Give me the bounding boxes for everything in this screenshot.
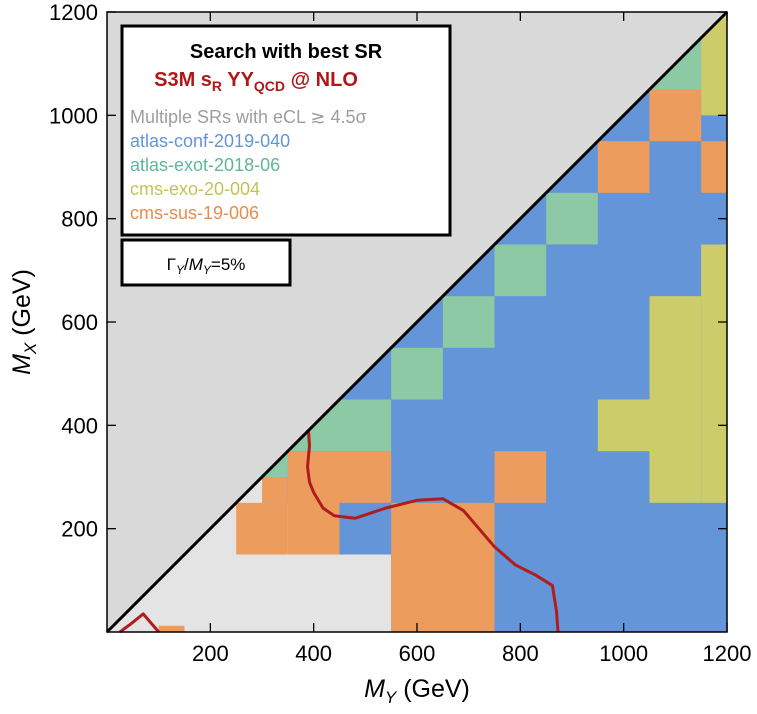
x-axis-title: MY (GeV): [364, 675, 470, 707]
axes: 200 400 600 800 1000 1200 200 400 600 800 1000 1200…: [8, 0, 751, 707]
x-tick-label: 1000: [599, 641, 648, 666]
cell-S-20: [701, 141, 727, 193]
cell-E-8: [339, 399, 392, 452]
legend-title: Search with best SR: [190, 41, 383, 63]
cell-S-1: [236, 502, 288, 555]
legend-entry-E: atlas-exot-2018-06: [130, 155, 280, 175]
width-label: ΓY/MY=5%: [167, 255, 246, 277]
x-tick-label: 1200: [703, 641, 752, 666]
y-tick-label: 1200: [49, 0, 98, 25]
cell-C-22: [649, 296, 702, 503]
x-tick-label: 600: [399, 641, 436, 666]
exclusion-contour-corner: [119, 612, 160, 634]
y-tick-label: 1000: [49, 103, 98, 128]
x-tick-label: 400: [295, 641, 332, 666]
legend-box: [120, 24, 452, 237]
x-tick-label: 200: [192, 641, 229, 666]
cell-E-14: [546, 192, 598, 245]
legend: Search with best SR S3M sR YYQCD @ NLO Mul…: [120, 24, 452, 287]
cell-S-6: [339, 451, 392, 503]
cell-C-21: [701, 244, 727, 503]
cell-S-15: [597, 141, 650, 193]
legend-entry-A: atlas-conf-2019-040: [130, 131, 290, 151]
cell-C-23: [597, 399, 650, 452]
legend-entry-C: cms-exo-20-004: [130, 179, 260, 199]
cell-S-16: [649, 89, 702, 142]
y-tick-label: 400: [61, 413, 98, 438]
cell-E-13: [494, 244, 547, 297]
exclusion-contour: [306, 430, 560, 633]
y-axis-title: MX (GeV): [8, 269, 40, 375]
cell-E-12: [442, 296, 495, 348]
x-tick-label: 800: [502, 641, 539, 666]
cell-S-10: [494, 451, 547, 503]
legend-subtitle: S3M sR YYQCD @ NLO: [154, 69, 358, 94]
diagonal-line: [105, 10, 729, 634]
y-tick-label: 200: [61, 517, 98, 542]
y-tick-label: 600: [61, 310, 98, 335]
cell-S-0: [158, 625, 185, 632]
width-label-box: [120, 238, 292, 287]
legend-entry-S: cms-sus-19-006: [130, 203, 259, 223]
cell-E-11: [391, 347, 443, 400]
y-tick-label: 800: [61, 207, 98, 232]
cell-S-2: [287, 502, 340, 555]
legend-entry-multi: Multiple SRs with eCL ≳ 4.5σ: [130, 107, 367, 127]
cell-S-9: [391, 502, 495, 632]
